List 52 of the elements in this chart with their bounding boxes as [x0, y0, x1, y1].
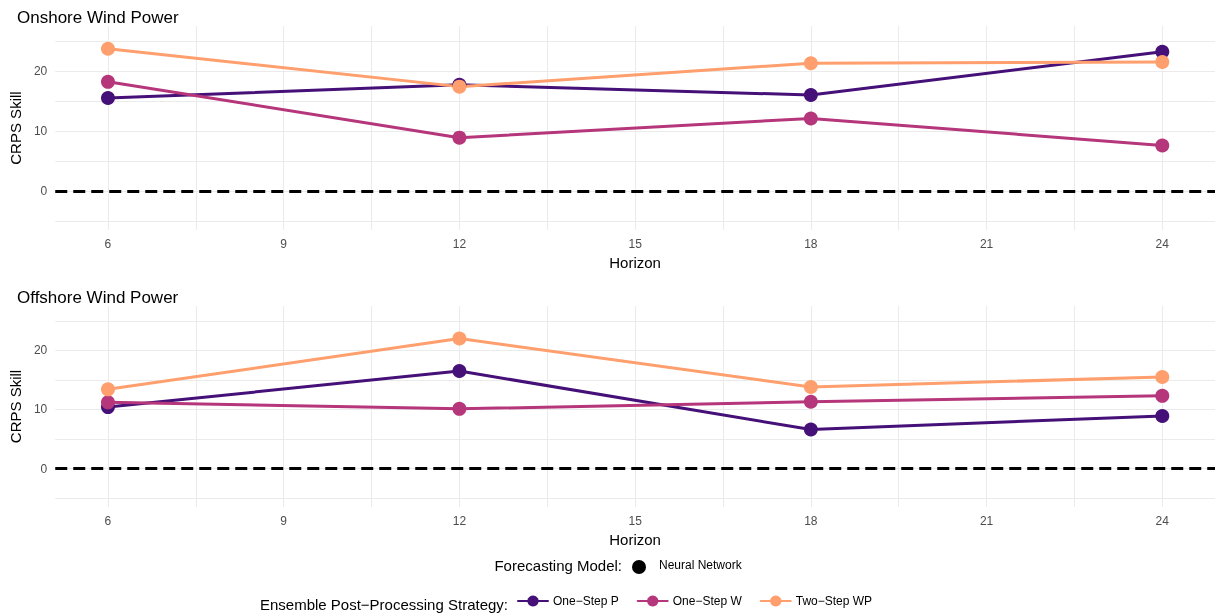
- text: Neural Network: [659, 558, 743, 572]
- x-tick-label: 21: [979, 237, 994, 252]
- y-axis-title: CRPS Skill: [7, 369, 24, 444]
- point: [100, 395, 115, 410]
- text: Forecasting Model:: [494, 557, 622, 574]
- x-axis-title: Horizon: [609, 530, 661, 548]
- point: [803, 88, 818, 103]
- point: [803, 56, 818, 71]
- x-tick-label: 21: [979, 514, 994, 528]
- x-tick-label: 18: [804, 237, 818, 252]
- x-tick-label: 9: [280, 237, 288, 252]
- y-tick-label: 10: [33, 402, 48, 417]
- legend-title: Ensemble Post−Processing Strategy:: [259, 596, 508, 613]
- chart-title: Onshore Wind Power: [17, 8, 179, 27]
- x-tick-label: 24: [1155, 237, 1170, 252]
- y-tick-label: 20: [33, 64, 48, 79]
- point: [1155, 408, 1170, 423]
- x-tick-label: 9: [280, 514, 288, 528]
- x-tick-label: 6: [104, 237, 112, 252]
- x-tick-label: 12: [452, 514, 467, 528]
- x-tick-label: 15: [628, 237, 643, 252]
- point: [100, 41, 115, 56]
- point: [452, 401, 467, 416]
- x-tick-label: 12: [452, 237, 467, 252]
- x-tick-label: 6: [104, 514, 112, 528]
- point: [803, 422, 818, 437]
- point: [452, 331, 467, 346]
- y-tick-label: 10: [33, 124, 48, 139]
- point: [1155, 138, 1170, 153]
- legend-label: One−Step P: [553, 594, 619, 608]
- x-axis-title: Horizon: [609, 254, 661, 271]
- chart-title: Offshore Wind Power: [17, 288, 179, 307]
- y-axis-title: CRPS Skill: [7, 91, 24, 165]
- x-tick-label: 18: [804, 514, 818, 528]
- y-tick-label: 0: [40, 184, 48, 199]
- point: [803, 111, 818, 126]
- point: [452, 130, 467, 145]
- y-tick-label: 20: [33, 343, 48, 358]
- point: [100, 382, 115, 397]
- legend-label: Two−Step WP: [795, 594, 873, 608]
- point: [100, 91, 115, 106]
- legend-label: One−Step W: [672, 594, 743, 608]
- point: [1155, 369, 1170, 384]
- x-tick-label: 15: [628, 514, 643, 528]
- point: [803, 379, 818, 394]
- point: [100, 74, 115, 89]
- point: [1155, 388, 1170, 403]
- point: [452, 364, 467, 379]
- y-tick-label: 0: [40, 461, 48, 476]
- x-tick-label: 24: [1155, 514, 1170, 528]
- point: [803, 394, 818, 409]
- point: [1155, 55, 1170, 70]
